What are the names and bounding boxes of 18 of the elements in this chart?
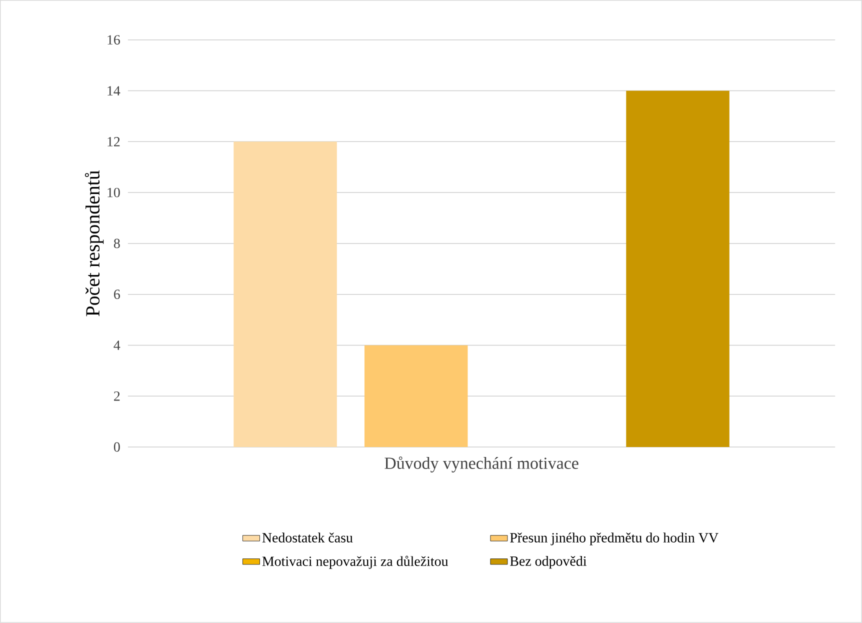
legend-label: Přesun jiného předmětu do hodin VV [510, 532, 718, 546]
legend-label: Bez odpovědi [510, 556, 587, 569]
y-tick-label: 12 [108, 137, 120, 146]
y-tick-label: 4 [114, 340, 120, 350]
bar [364, 345, 468, 448]
y-tick-label: 10 [108, 188, 120, 198]
bar [234, 142, 337, 448]
y-tick-label: 16 [108, 35, 120, 45]
legend-label: Nedostatek času [262, 532, 353, 542]
y-tick-label: 0 [114, 442, 120, 452]
y-axis-title: Počet respondentů [84, 170, 104, 316]
y-tick-label: 14 [108, 86, 120, 96]
legend-label: Motivaci nepovažuji za důležitou [262, 556, 448, 569]
y-tick-label: 2 [114, 392, 120, 401]
y-tick-label: 6 [114, 290, 120, 300]
y-tick-label: 8 [114, 238, 120, 248]
bar [626, 90, 730, 448]
x-tick-label: Důvody vynechání motivace [384, 456, 578, 472]
